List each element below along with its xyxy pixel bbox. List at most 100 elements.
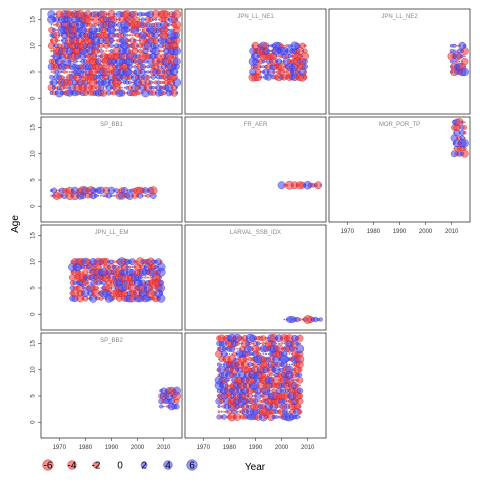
- residual-bubble: [105, 65, 108, 68]
- residual-bubble: [87, 297, 89, 300]
- residual-bubble: [145, 74, 151, 80]
- residual-bubble: [461, 57, 469, 66]
- residual-bubble: [100, 287, 102, 289]
- residual-bubble: [135, 16, 141, 23]
- residual-bubble: [463, 121, 466, 124]
- residual-bubble: [277, 379, 281, 382]
- x-tick-label: 1970: [341, 229, 355, 235]
- residual-bubble: [283, 65, 286, 68]
- residual-bubble: [107, 10, 116, 19]
- residual-bubble: [131, 265, 134, 269]
- residual-bubble: [283, 44, 286, 47]
- residual-bubble: [110, 286, 113, 290]
- residual-bubble: [175, 91, 179, 95]
- residual-bubble: [264, 336, 268, 340]
- x-tick-label: 1970: [197, 445, 211, 451]
- panel-sp-bb2: SP_BB2 0 5 10 15: [31, 332, 183, 439]
- residual-bubble: [288, 363, 291, 366]
- x-tick-label: 2000: [131, 445, 145, 451]
- residual-bubble: [108, 50, 110, 52]
- residual-bubble: [112, 260, 116, 264]
- residual-bubble: [86, 81, 90, 84]
- residual-bubble: [138, 91, 142, 95]
- residual-bubble: [50, 49, 53, 53]
- residual-bubble: [242, 356, 248, 362]
- x-tick-label: 1990: [393, 229, 407, 235]
- residual-bubble: [299, 416, 301, 418]
- residual-bubble: [102, 297, 105, 300]
- panel-title: SP_BB2: [100, 338, 123, 344]
- residual-bubble: [99, 49, 103, 53]
- residual-bubble: [125, 265, 129, 269]
- y-tick-label: 0: [31, 420, 37, 424]
- residual-bubble: [174, 403, 180, 410]
- residual-bubble: [456, 44, 458, 47]
- residual-bubble: [259, 395, 262, 397]
- residual-bubble: [223, 410, 226, 413]
- residual-bubble: [152, 18, 155, 21]
- residual-bubble: [286, 353, 288, 355]
- residual-bubble: [463, 146, 467, 151]
- panel-frame: [40, 332, 183, 439]
- residual-bubble: [66, 70, 69, 74]
- residual-bubble: [68, 70, 71, 74]
- panel-jpn-ll-em: JPN_LL_EM 0 5 10 15: [31, 224, 183, 331]
- residual-bubble: [113, 194, 116, 197]
- panel-jpn-ll-ne1: JPN_LL_NE1: [184, 8, 327, 115]
- residual-bubble: [217, 404, 221, 409]
- residual-bubble: [463, 65, 466, 68]
- y-axis-label: Age: [10, 215, 21, 233]
- residual-bubble: [148, 80, 153, 85]
- residual-bubble: [291, 368, 293, 371]
- residual-bubble: [167, 60, 171, 63]
- residual-bubble: [110, 194, 113, 198]
- residual-bubble: [233, 358, 236, 361]
- residual-bubble: [463, 131, 467, 135]
- residual-bubble: [158, 279, 164, 286]
- x-tick-label: 1980: [223, 445, 237, 451]
- residual-bubble: [146, 70, 150, 74]
- bubble-group: [283, 315, 323, 324]
- residual-bubble: [280, 60, 283, 63]
- y-tick-label: 10: [31, 258, 37, 265]
- residual-bubble: [131, 71, 134, 73]
- residual-bubble: [55, 189, 58, 192]
- residual-bubble: [256, 54, 260, 58]
- residual-bubble: [47, 10, 56, 19]
- residual-bubble: [112, 13, 116, 16]
- residual-bubble: [175, 54, 179, 58]
- residual-bubble: [94, 70, 98, 74]
- residual-bubble: [60, 60, 64, 63]
- residual-bubble: [220, 410, 223, 413]
- residual-bubble: [94, 54, 98, 58]
- residual-bubble: [160, 276, 162, 279]
- y-tick-label: 5: [31, 394, 37, 398]
- y-tick-label: 15: [31, 124, 37, 131]
- residual-bubble: [114, 265, 119, 269]
- bubble-group: [450, 118, 469, 158]
- legend: -6 -4 -2 0 2 4 6: [42, 459, 198, 472]
- residual-bubble: [131, 34, 134, 37]
- residual-bubble: [167, 23, 171, 27]
- bubble-group: [47, 9, 182, 98]
- residual-bubble: [128, 34, 131, 37]
- residual-bubble: [228, 379, 231, 382]
- residual-bubble: [94, 23, 98, 27]
- residual-bubble: [231, 410, 233, 413]
- residual-bubble: [123, 86, 126, 89]
- residual-bubble: [175, 86, 178, 89]
- residual-bubble: [131, 81, 134, 84]
- residual-bubble: [270, 389, 272, 392]
- residual-bubble: [287, 54, 292, 59]
- residual-bubble: [50, 55, 53, 58]
- residual-bubble: [71, 60, 74, 63]
- residual-bubble: [287, 44, 291, 48]
- residual-bubble: [81, 70, 85, 74]
- residual-bubble: [236, 410, 239, 413]
- panel-title: MOR_POR_TP: [379, 122, 420, 128]
- legend-label: 6: [189, 461, 195, 472]
- residual-bubble: [291, 379, 293, 382]
- residual-bubble: [260, 372, 266, 378]
- bubble-group: [214, 333, 305, 422]
